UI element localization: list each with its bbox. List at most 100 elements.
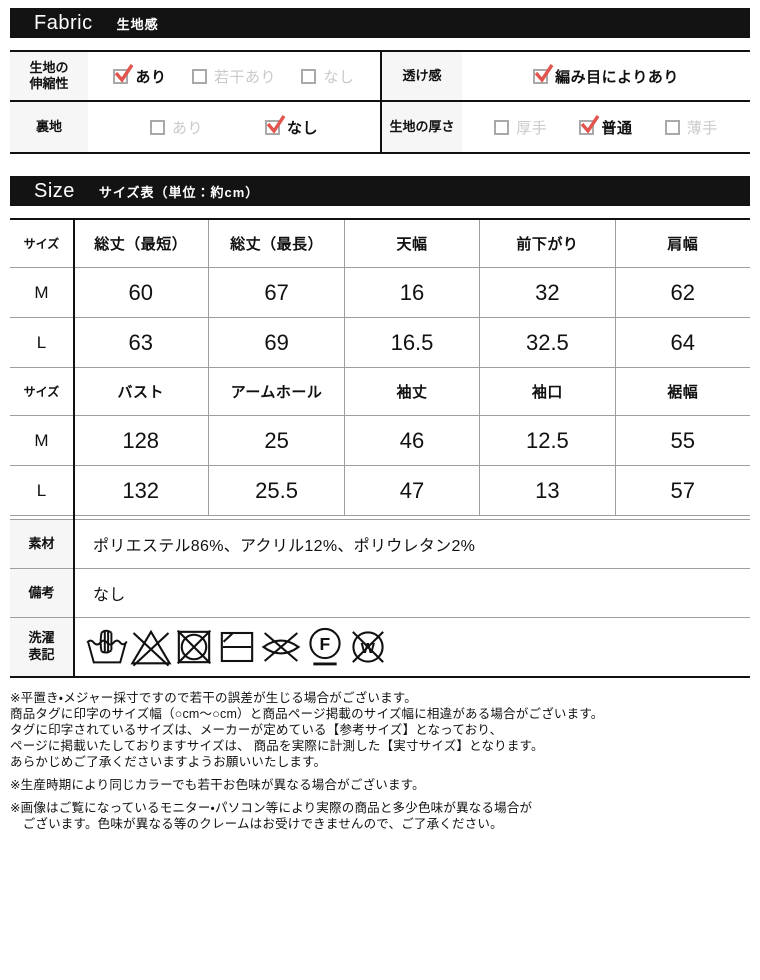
size-label: M (34, 282, 49, 302)
note-production: ※生産時期により同じカラーでも若干お色味が異なる場合がございます。 (10, 778, 425, 792)
size-cell: 46 (343, 416, 479, 465)
size-cell: 62 (614, 268, 750, 317)
checkbox-icon (301, 68, 317, 84)
material-value: ポリエステル86%、アクリル12%、ポリウレタン2% (93, 538, 476, 555)
size-cell: 16 (343, 268, 479, 317)
column-header: サイズ (23, 385, 60, 399)
fabric-option-label: あり (171, 119, 203, 137)
size-cell: 132 (122, 477, 160, 503)
fabric-option-label: なし (323, 68, 355, 86)
checkbox-icon (191, 68, 207, 84)
column-header: 肩幅 (614, 220, 750, 267)
size-cell: 69 (208, 318, 343, 367)
size-row-l: L 132 25.5 47 13 57 (10, 466, 750, 516)
hand-wash-icon (85, 626, 129, 668)
size-row-m: M 128 25 46 12.5 55 (10, 416, 750, 466)
svg-text:F: F (319, 634, 330, 654)
remarks-value: なし (93, 587, 126, 604)
column-header: 袖口 (479, 368, 614, 415)
size-cell: 64 (614, 318, 750, 367)
size-table-2: サイズ バスト アームホール 袖丈 袖口 裾幅 M 128 25 46 12.5… (10, 368, 750, 516)
checkbox-icon (113, 63, 134, 84)
size-title-ja: サイズ表（単位：約cm） (98, 184, 260, 200)
size-cell: 128 (122, 427, 160, 453)
notes: ※平置き・メジャー採寸ですので若干の誤差が生じる場合がございます。 商品タグに印… (10, 690, 750, 832)
flat-dry-in-shade-icon (216, 626, 258, 668)
checkbox-icon (264, 114, 286, 135)
size-table-wrapper: サイズ 総丈（最短） 総丈（最長） 天幅 前下がり 肩幅 M 60 67 16 … (10, 218, 750, 678)
do-not-bleach-icon (130, 626, 172, 668)
fabric-row-label-stretch: 生地の 伸縮性 (10, 52, 88, 102)
fabric-option-lining-ari: あり (149, 117, 203, 138)
checkbox-icon (533, 63, 554, 84)
fabric-row-options-lining: あり なし (88, 102, 380, 152)
size-section-header: Size サイズ表（単位：約cm） (10, 176, 750, 206)
laundry-label: 洗濯 表記 (10, 618, 73, 676)
column-header: 総丈（最長） (208, 220, 343, 267)
fabric-option-normal: 普通 (579, 114, 633, 138)
fabric-option-thick: 厚手 (494, 117, 547, 138)
fabric-table: 生地の 伸縮性 あり 若干あり なし 透け感 編み目によりあり 裏地 (10, 50, 750, 154)
size-cell: 32.5 (479, 318, 614, 367)
column-header: バスト (117, 384, 164, 401)
fabric-option-label: なし (286, 119, 318, 137)
fabric-row-label-sheerness: 透け感 (380, 52, 462, 102)
checkbox-icon (664, 119, 680, 135)
details-table: 素材 ポリエステル86%、アクリル12%、ポリウレタン2% 備考 なし 洗濯 表… (10, 519, 750, 678)
size-table-1-header-row: サイズ 総丈（最短） 総丈（最長） 天幅 前下がり 肩幅 (10, 220, 750, 268)
material-label: 素材 (10, 520, 73, 568)
size-cell: 13 (479, 466, 614, 515)
fabric-row-options-thickness: 厚手 普通 薄手 (462, 102, 750, 152)
size-table-1: サイズ 総丈（最短） 総丈（最長） 天幅 前下がり 肩幅 M 60 67 16 … (10, 218, 750, 368)
checkbox-icon (579, 114, 600, 135)
remarks-label: 備考 (10, 569, 73, 617)
do-not-tumble-dry-icon (173, 626, 215, 668)
size-cell: 55 (614, 416, 750, 465)
column-header: アームホール (208, 368, 343, 415)
fabric-title-ja: 生地感 (116, 16, 159, 32)
fabric-option-label: 編み目によりあり (555, 68, 679, 86)
fabric-option-label: 普通 (601, 119, 633, 137)
column-header: サイズ (23, 237, 60, 251)
fabric-row-options-stretch: あり 若干あり なし (88, 52, 380, 102)
fabric-row-label-lining: 裏地 (10, 102, 88, 152)
size-cell: 63 (128, 329, 153, 355)
column-header: 裾幅 (614, 368, 750, 415)
do-not-wring-icon (259, 626, 303, 668)
size-label: L (36, 332, 47, 352)
fabric-row-label-thickness: 生地の厚さ (380, 102, 462, 152)
fabric-option-label: 若干あり (213, 68, 276, 86)
column-header: 袖丈 (343, 368, 479, 415)
product-spec-page: Fabric 生地感 生地の 伸縮性 あり 若干あり なし 透け感 編み目により… (10, 8, 750, 832)
checkbox-icon (494, 119, 510, 135)
size-title-en: Size (34, 179, 75, 202)
size-cell: 16.5 (343, 318, 479, 367)
fabric-section-header: Fabric 生地感 (10, 8, 750, 38)
size-cell: 60 (128, 279, 153, 305)
size-cell: 25 (208, 416, 343, 465)
fabric-option-ari: あり (113, 63, 166, 87)
fabric-option-knit-sheer: 編み目によりあり (533, 63, 679, 87)
size-table-2-header-row: サイズ バスト アームホール 袖丈 袖口 裾幅 (10, 368, 750, 416)
fabric-option-label: 厚手 (516, 119, 548, 137)
size-cell: 12.5 (479, 416, 614, 465)
fabric-option-lining-nashi: なし (264, 114, 318, 138)
note-measurement: ※平置き・メジャー採寸ですので若干の誤差が生じる場合がございます。 商品タグに印… (10, 691, 604, 769)
size-cell: 32 (479, 268, 614, 317)
size-cell: 67 (208, 268, 343, 317)
dry-clean-petroleum-gentle-icon: F (304, 626, 346, 668)
column-header: 総丈（最短） (94, 236, 188, 253)
fabric-row-options-sheerness: 編み目によりあり (462, 52, 750, 102)
fabric-title-en: Fabric (34, 11, 93, 34)
checkbox-icon (149, 119, 165, 135)
note-monitor: ※画像はご覧になっているモニター・パソコン等により実際の商品と多少色味が異なる場… (10, 801, 533, 831)
size-cell: 47 (343, 466, 479, 515)
do-not-wet-clean-icon: W (347, 626, 389, 668)
fabric-option-jakkan-ari: 若干あり (191, 66, 276, 87)
fabric-option-thin: 薄手 (664, 117, 718, 138)
size-row-l: L 63 69 16.5 32.5 64 (10, 318, 750, 368)
fabric-option-nashi: なし (301, 66, 354, 87)
remarks-row: 備考 なし (10, 569, 750, 618)
